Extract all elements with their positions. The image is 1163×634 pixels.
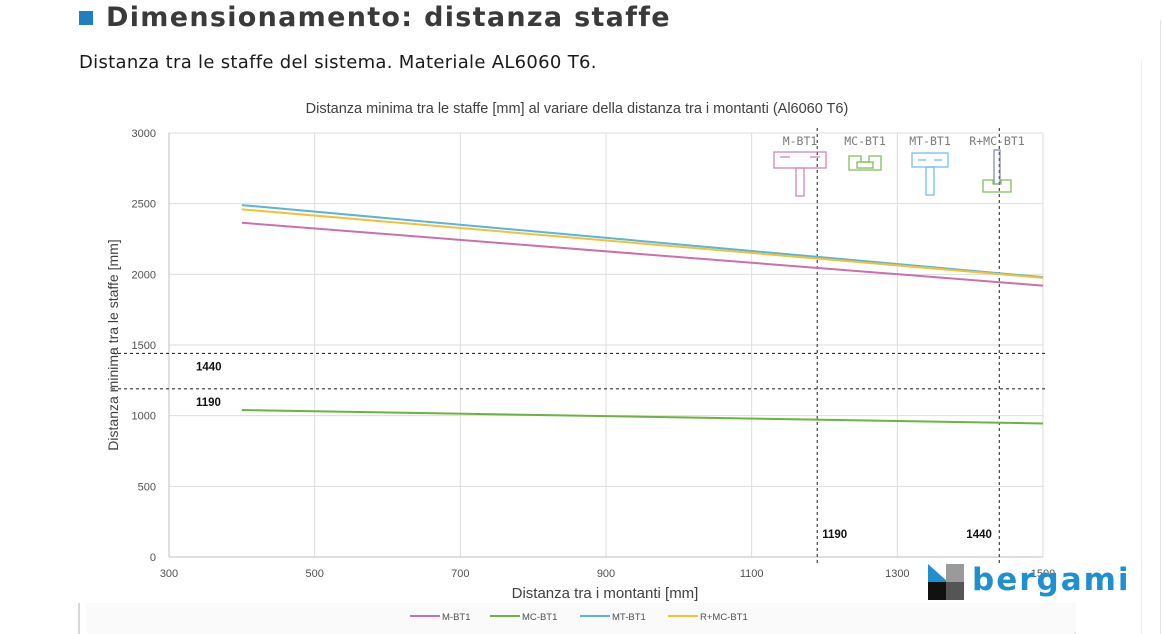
logo-squares-icon: [928, 564, 964, 600]
page-subtitle: Distanza tra le staffe del sistema. Mate…: [79, 52, 597, 73]
profile-label: R+MC-BT1: [969, 134, 1024, 148]
series-line-m-bt1: [241, 221, 1044, 287]
x-tick-label: 1300: [885, 568, 909, 580]
y-tick-label: 2500: [132, 199, 156, 211]
x-tick-label: 1100: [740, 568, 764, 580]
legend-label: MC-BT1: [522, 612, 557, 623]
reference-label-y: 1190: [196, 397, 221, 409]
profile-m-head: [773, 151, 827, 169]
profile-section-icon: [848, 155, 882, 171]
x-tick-label: 300: [160, 568, 178, 580]
title-bullet-square: [79, 11, 93, 25]
bergami-logo: bergami: [928, 562, 1129, 604]
profile-mt-stem: [925, 166, 935, 196]
y-tick-label: 1000: [132, 411, 156, 423]
profile-section-icon: [773, 151, 827, 197]
reference-label-y: 1440: [196, 361, 222, 373]
reference-label-x: 1190: [822, 529, 847, 541]
chart-title: Distanza minima tra le staffe [mm] al va…: [306, 101, 849, 117]
legend-label: R+MC-BT1: [700, 612, 748, 623]
profile-mt-head: [911, 152, 949, 168]
series-line-mt-bt1: [241, 204, 1044, 279]
legend-background: [86, 603, 1076, 633]
y-tick-label: 3000: [132, 128, 156, 140]
x-axis-label: Distanza tra i montanti [mm]: [512, 585, 699, 602]
y-tick-label: 0: [150, 552, 156, 564]
logo-text: bergami: [972, 562, 1131, 598]
series-line-r-mc-bt1: [241, 208, 1044, 279]
profile-m-stem: [795, 167, 805, 197]
x-tick-label: 1500: [1031, 568, 1055, 580]
y-axis-label: Distanza minima tra le staffe [mm]: [105, 239, 121, 450]
right-divider: [1160, 20, 1161, 634]
bottom-left-divider: [78, 603, 80, 634]
legend-label: M-BT1: [442, 612, 471, 623]
x-tick-label: 900: [597, 568, 615, 580]
legend-label: MT-BT1: [612, 612, 646, 623]
y-tick-label: 1500: [132, 340, 156, 352]
profile-mc-detail: [856, 161, 874, 169]
profile-r-base: [982, 179, 1012, 193]
y-tick-label: 2000: [132, 269, 156, 281]
page-title: Dimensionamento: distanza staffe: [106, 2, 671, 33]
x-tick-label: 500: [305, 568, 323, 580]
right-divider-inner: [1141, 60, 1142, 634]
y-tick-label: 500: [138, 481, 156, 493]
x-tick-label: 700: [451, 568, 469, 580]
profile-section-icon: [911, 152, 949, 196]
profile-mc-shape: [848, 155, 882, 171]
series-line-mc-bt1: [241, 409, 1044, 425]
profile-label: MC-BT1: [844, 134, 886, 148]
profile-label: M-BT1: [783, 134, 818, 148]
profile-section-icon: [982, 149, 1012, 193]
reference-label-x: 1440: [966, 529, 992, 541]
profile-label: MT-BT1: [909, 134, 951, 148]
